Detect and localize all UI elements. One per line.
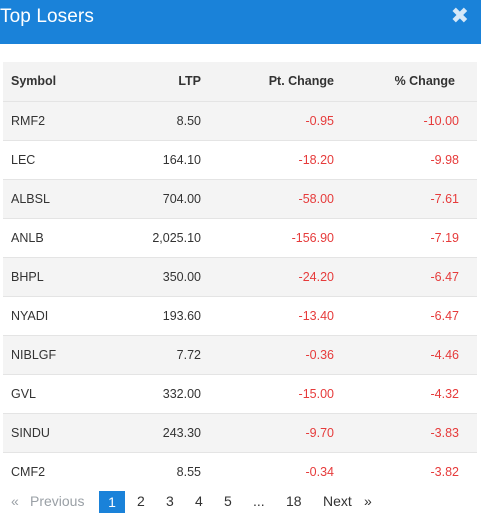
symbol-cell[interactable]: NIBLGF [11,347,57,362]
pct-change-cell: -3.82 [430,464,460,479]
page-5-button[interactable]: 5 [224,493,232,509]
ltp-cell: 704.00 [162,191,201,206]
pct-change-cell: -7.61 [430,191,460,206]
modal-header: Top Losers ✖ [0,0,481,44]
pt-change-cell: -0.34 [305,464,335,479]
column-header-pt-change[interactable]: Pt. Change [268,74,334,89]
table-row: ANLB 2,025.10 -156.90 -7.19 [3,218,477,257]
symbol-cell[interactable]: LEC [11,152,36,167]
ltp-cell: 8.50 [176,113,201,128]
ltp-cell: 8.55 [176,464,201,479]
pt-change-cell: -24.20 [298,269,334,284]
pct-change-cell: -4.32 [430,386,460,401]
symbol-cell[interactable]: ALBSL [11,191,50,206]
next-button[interactable]: Next [323,493,352,509]
column-header-symbol[interactable]: Symbol [11,74,57,89]
table-row: LEC 164.10 -18.20 -9.98 [3,140,477,179]
symbol-cell[interactable]: BHPL [11,269,44,284]
table-row: BHPL 350.00 -24.20 -6.47 [3,257,477,296]
previous-arrow: « [11,493,19,509]
pt-change-cell: -0.95 [305,113,335,128]
table-row: ALBSL 704.00 -58.00 -7.61 [3,179,477,218]
pt-change-cell: -9.70 [305,425,335,440]
table-header-row: Symbol LTP Pt. Change % Change [3,62,477,101]
symbol-cell[interactable]: NYADI [11,308,49,323]
pagination: « Previous 1 2 3 4 5 ... 18 Next » [0,491,481,513]
next-arrow[interactable]: » [364,493,372,509]
page-3-button[interactable]: 3 [166,493,174,509]
pt-change-cell: -0.36 [305,347,335,362]
ltp-cell: 193.60 [162,308,201,323]
page-1-button[interactable]: 1 [99,491,125,513]
pct-change-cell: -9.98 [430,152,460,167]
symbol-cell[interactable]: GVL [11,386,37,401]
pct-change-cell: -6.47 [430,269,460,284]
pt-change-cell: -15.00 [298,386,334,401]
table-row: NYADI 193.60 -13.40 -6.47 [3,296,477,335]
page-4-button[interactable]: 4 [195,493,203,509]
pct-change-cell: -6.47 [430,308,460,323]
table-row: CMF2 8.55 -0.34 -3.82 [3,452,477,491]
table-row: SINDU 243.30 -9.70 -3.83 [3,413,477,452]
ltp-cell: 332.00 [162,386,201,401]
pagination-ellipsis: ... [253,493,265,509]
column-header-ltp[interactable]: LTP [178,74,201,89]
top-losers-table: Symbol LTP Pt. Change % Change RMF2 8.50 -… [3,62,477,491]
ltp-cell: 243.30 [162,425,201,440]
symbol-cell[interactable]: CMF2 [11,464,46,479]
pct-change-cell: -10.00 [423,113,459,128]
page-18-button[interactable]: 18 [286,493,302,509]
pt-change-cell: -13.40 [298,308,334,323]
pct-change-cell: -7.19 [430,230,460,245]
pt-change-cell: -18.20 [298,152,334,167]
table-row: NIBLGF 7.72 -0.36 -4.46 [3,335,477,374]
symbol-cell[interactable]: ANLB [11,230,44,245]
ltp-cell: 350.00 [162,269,201,284]
close-icon[interactable]: ✖ [450,3,469,28]
table-row: RMF2 8.50 -0.95 -10.00 [3,101,477,140]
column-header-pct-change[interactable]: % Change [394,74,455,89]
ltp-cell: 7.72 [176,347,201,362]
table-row: GVL 332.00 -15.00 -4.32 [3,374,477,413]
previous-button: Previous [30,493,85,509]
pct-change-cell: -4.46 [430,347,460,362]
ltp-cell: 164.10 [162,152,201,167]
ltp-cell: 2,025.10 [152,230,201,245]
pt-change-cell: -58.00 [298,191,334,206]
pt-change-cell: -156.90 [291,230,334,245]
pct-change-cell: -3.83 [430,425,460,440]
symbol-cell[interactable]: SINDU [11,425,50,440]
symbol-cell[interactable]: RMF2 [11,113,46,128]
modal-title: Top Losers [0,6,94,27]
page-2-button[interactable]: 2 [137,493,145,509]
